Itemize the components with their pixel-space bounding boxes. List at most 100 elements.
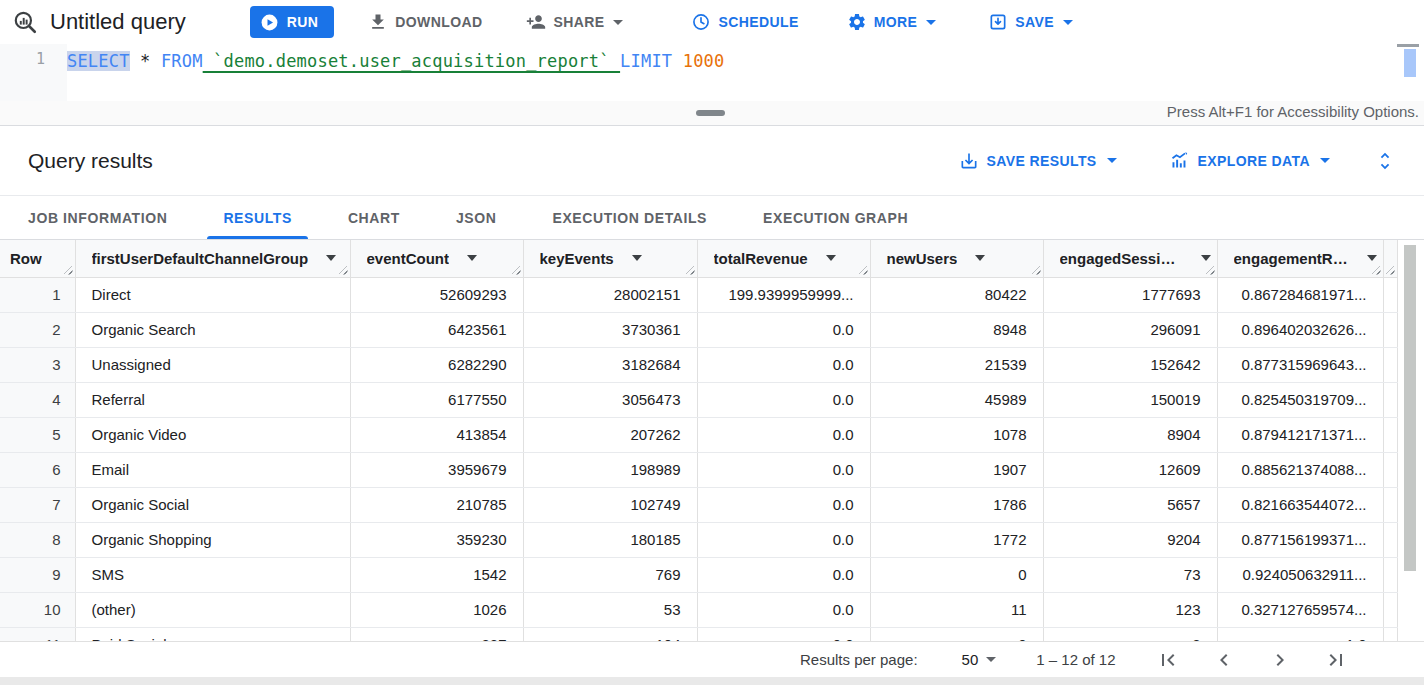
column-header-sliver: [1383, 240, 1397, 277]
accessibility-note: Press Alt+F1 for Accessibility Options.: [1167, 103, 1419, 120]
column-header-firstUserDefaultChannelGroup[interactable]: firstUserDefaultChannelGroup: [75, 240, 350, 277]
cell-engagedSessions: 5657: [1043, 487, 1217, 522]
save-button[interactable]: SAVE: [982, 4, 1079, 40]
cell-keyEvents: 3182684: [523, 347, 697, 382]
schedule-button[interactable]: SCHEDULE: [685, 4, 804, 40]
column-header-newUsers[interactable]: newUsers: [870, 240, 1043, 277]
sql-star: *: [130, 51, 161, 71]
table-row: 6Email39596791989890.01907126090.8856213…: [0, 452, 1397, 487]
cell-firstUserDefaultChannelGroup: Direct: [75, 277, 350, 312]
cell-sliver: [1383, 382, 1397, 417]
column-label: firstUserDefaultChannelGroup: [92, 250, 309, 267]
cell-engagementRate: 1.0: [1217, 627, 1383, 641]
column-header-engagedSessions[interactable]: engagedSessions: [1043, 240, 1217, 277]
column-menu-arrow-icon[interactable]: [467, 255, 477, 261]
cell-firstUserDefaultChannelGroup: Unassigned: [75, 347, 350, 382]
last-page-icon: [1324, 648, 1348, 672]
expand-results-button[interactable]: [1374, 150, 1396, 172]
cell-engagedSessions: 150019: [1043, 382, 1217, 417]
column-menu-arrow-icon[interactable]: [326, 255, 336, 261]
horizontal-scrollbar[interactable]: [0, 677, 1424, 685]
first-page-button[interactable]: [1156, 648, 1180, 672]
save-results-label: SAVE RESULTS: [987, 153, 1097, 169]
sql-table-reference[interactable]: `demo.demoset.user_acquisition_report`: [203, 51, 620, 71]
cell-sliver: [1383, 312, 1397, 347]
page-size-select[interactable]: 50: [962, 651, 997, 668]
table-row: 9SMS15427690.00730.924050632911...: [0, 557, 1397, 592]
save-results-button[interactable]: SAVE RESULTS: [959, 151, 1117, 171]
tab-results[interactable]: RESULTS: [195, 196, 320, 239]
column-header-totalRevenue[interactable]: totalRevenue: [697, 240, 870, 277]
table-vertical-scrollbar[interactable]: [1404, 245, 1416, 571]
editor-scrollbar-thumb[interactable]: [1404, 49, 1416, 77]
table-row: 11Paid Social3371040.0031.0: [0, 627, 1397, 641]
cell-engagedSessions: 9204: [1043, 522, 1217, 557]
cell-newUsers: 1786: [870, 487, 1043, 522]
cell-engagedSessions: 296091: [1043, 312, 1217, 347]
previous-page-button[interactable]: [1212, 648, 1236, 672]
cell-eventCount: 6177550: [350, 382, 523, 417]
chevron-down-icon: [1063, 20, 1073, 25]
cell-engagementRate: 0.879412171371...: [1217, 417, 1383, 452]
more-label: MORE: [874, 14, 918, 30]
cell-engagementRate: 0.867284681971...: [1217, 277, 1383, 312]
cell-firstUserDefaultChannelGroup: Organic Search: [75, 312, 350, 347]
column-menu-arrow-icon[interactable]: [826, 255, 836, 261]
cell-eventCount: 210785: [350, 487, 523, 522]
cell-newUsers: 45989: [870, 382, 1043, 417]
tab-chart[interactable]: CHART: [320, 196, 428, 239]
cell-totalRevenue: 199.9399959999...: [697, 277, 870, 312]
table-header-row: Row firstUserDefaultChannelGroup eventCoun…: [0, 240, 1397, 277]
cell-totalRevenue: 0.0: [697, 382, 870, 417]
tab-job-information[interactable]: JOB INFORMATION: [0, 196, 195, 239]
tab-label: EXECUTION GRAPH: [763, 210, 908, 226]
cell-totalRevenue: 0.0: [697, 522, 870, 557]
pagination-range: 1 – 12 of 12: [1036, 651, 1115, 668]
column-label: engagementRate: [1234, 250, 1349, 267]
cell-keyEvents: 104: [523, 627, 697, 641]
cell-newUsers: 80422: [870, 277, 1043, 312]
cell-firstUserDefaultChannelGroup: Paid Social: [75, 627, 350, 641]
cell-totalRevenue: 0.0: [697, 627, 870, 641]
results-table-area: Row firstUserDefaultChannelGroup eventCoun…: [0, 240, 1424, 641]
column-header-Row: Row: [0, 240, 75, 277]
tab-label: RESULTS: [223, 210, 292, 226]
explore-data-label: EXPLORE DATA: [1198, 153, 1310, 169]
cell-newUsers: 11: [870, 592, 1043, 627]
sql-keyword-limit: LIMIT: [620, 51, 672, 71]
tab-execution-details[interactable]: EXECUTION DETAILS: [524, 196, 735, 239]
column-menu-arrow-icon[interactable]: [632, 255, 642, 261]
gear-icon: [847, 12, 867, 32]
cell-engagedSessions: 3: [1043, 627, 1217, 641]
column-menu-arrow-icon[interactable]: [1367, 255, 1377, 261]
explore-data-button[interactable]: EXPLORE DATA: [1169, 150, 1330, 171]
next-page-button[interactable]: [1268, 648, 1292, 672]
tab-json[interactable]: JSON: [428, 196, 525, 239]
sql-editor[interactable]: 1 SELECT * FROM `demo.demoset.user_acqui…: [0, 44, 1424, 101]
cell-engagementRate: 0.877156199371...: [1217, 522, 1383, 557]
column-menu-arrow-icon[interactable]: [975, 255, 985, 261]
column-header-engagementRate[interactable]: engagementRate: [1217, 240, 1383, 277]
run-button[interactable]: RUN: [250, 6, 335, 38]
sql-code-line[interactable]: SELECT * FROM `demo.demoset.user_acquisi…: [67, 44, 724, 101]
query-icon: [12, 9, 38, 35]
cell-totalRevenue: 0.0: [697, 557, 870, 592]
column-menu-arrow-icon[interactable]: [1201, 255, 1211, 261]
row-number-cell: 10: [0, 592, 75, 627]
results-table: Row firstUserDefaultChannelGroup eventCoun…: [0, 240, 1398, 641]
tab-execution-graph[interactable]: EXECUTION GRAPH: [735, 196, 936, 239]
download-button[interactable]: DOWNLOAD: [362, 4, 488, 40]
query-editor-toolbar: Untitled query RUN DOWNLOAD SHARE: [0, 0, 1424, 44]
cell-engagedSessions: 73: [1043, 557, 1217, 592]
cell-keyEvents: 198989: [523, 452, 697, 487]
cell-newUsers: 1078: [870, 417, 1043, 452]
panel-drag-handle-icon[interactable]: [696, 110, 725, 116]
last-page-button[interactable]: [1324, 648, 1348, 672]
column-header-keyEvents[interactable]: keyEvents: [523, 240, 697, 277]
more-button[interactable]: MORE: [841, 4, 943, 40]
column-header-eventCount[interactable]: eventCount: [350, 240, 523, 277]
share-button[interactable]: SHARE: [520, 4, 629, 40]
cell-newUsers: 1907: [870, 452, 1043, 487]
cell-newUsers: 0: [870, 557, 1043, 592]
cell-sliver: [1383, 347, 1397, 382]
